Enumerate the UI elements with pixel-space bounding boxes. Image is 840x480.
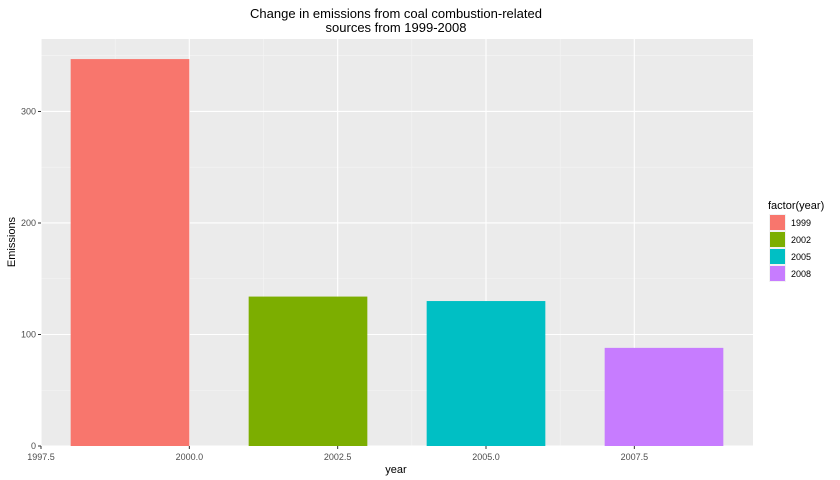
x-tick-label: 2000.0 [176, 452, 204, 462]
x-tick-label: 2005.0 [472, 452, 500, 462]
x-axis-label: year [385, 464, 407, 476]
legend-label-2008: 2008 [791, 269, 811, 279]
y-tick-label: 100 [21, 329, 36, 339]
legend-swatch-2002 [770, 232, 785, 247]
x-tick-label: 2002.5 [324, 452, 352, 462]
legend-label-2002: 2002 [791, 235, 811, 245]
x-tick-label: 1997.5 [27, 452, 55, 462]
legend-swatch-2005 [770, 249, 785, 264]
legend-label-2005: 2005 [791, 252, 811, 262]
legend-title: factor(year) [768, 200, 824, 212]
y-tick-label: 0 [31, 441, 36, 451]
y-tick-label: 200 [21, 218, 36, 228]
x-tick-label: 2007.5 [621, 452, 649, 462]
legend-swatch-2008 [770, 266, 785, 281]
chart-title-line-2: sources from 1999-2008 [326, 20, 467, 35]
bar-1999 [70, 59, 190, 447]
bar-2005 [426, 301, 546, 446]
legend-swatch-1999 [770, 215, 785, 230]
bar-2008 [604, 347, 724, 446]
y-axis-ticks: 0 100 200 300 [21, 106, 41, 451]
bar-2002 [248, 296, 368, 446]
y-axis-label: Emissions [6, 216, 18, 267]
chart-title-line-1: Change in emissions from coal combustion… [250, 6, 542, 21]
legend: factor(year) 1999 2002 2005 2008 [768, 200, 824, 282]
bars-group [70, 59, 724, 447]
x-axis-ticks: 1997.5 2000.0 2002.5 2005.0 2007.5 [27, 446, 648, 462]
y-tick-label: 300 [21, 106, 36, 116]
legend-label-1999: 1999 [791, 218, 811, 228]
